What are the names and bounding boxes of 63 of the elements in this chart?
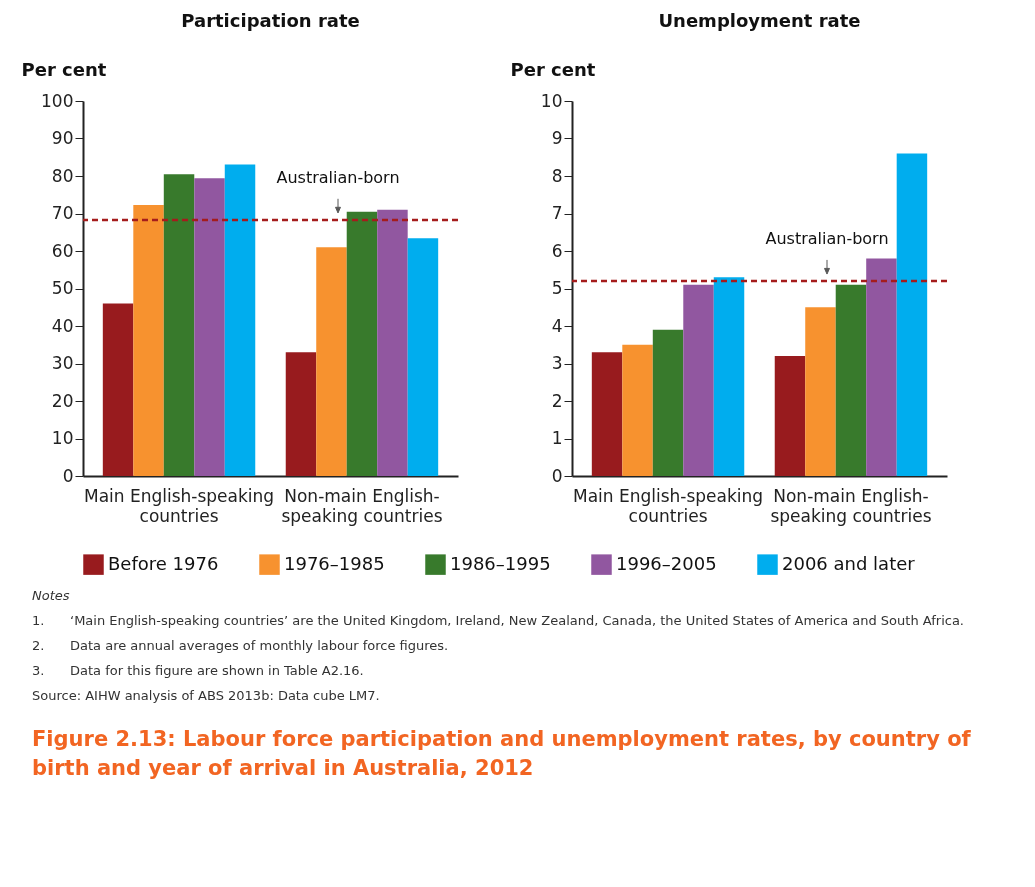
- y-tick-label: 10: [51, 428, 74, 448]
- y-axis-title: Per cent: [21, 58, 107, 80]
- y-tick-label: 50: [51, 278, 74, 298]
- y-tick-label: 100: [41, 90, 74, 111]
- y-tick-label: 6: [551, 240, 563, 261]
- y-tick-label: 5: [551, 278, 563, 298]
- ref-line-label: Australian-born: [276, 167, 400, 187]
- text: 3. Data for this figure are shown in Table A2.16.: [32, 663, 364, 678]
- y-tick-label: 90: [51, 128, 74, 148]
- chart-title: Unemployment rate: [658, 10, 861, 31]
- y-tick-label: 60: [51, 240, 74, 261]
- legend-label: 2006 and later: [782, 552, 916, 574]
- bar: [102, 303, 134, 476]
- x-tick-label: Main English-speaking countries: [83, 485, 275, 526]
- x-tick-label: Non-main English-speaking countries: [770, 485, 932, 526]
- legend-label: Before 1976: [108, 552, 219, 574]
- bar: [591, 352, 623, 476]
- x-tick-label: Main English-speaking countries: [572, 485, 764, 526]
- y-axis-title: Per cent: [510, 58, 596, 80]
- y-tick-label: 7: [551, 203, 563, 223]
- bar: [835, 284, 867, 476]
- bar: [194, 178, 225, 476]
- bar: [224, 164, 256, 476]
- x-tick-label: Non-main English-speaking countries: [281, 485, 443, 526]
- y-tick-label: 10: [540, 90, 563, 111]
- legend-label: 1986–1995: [450, 552, 551, 574]
- bar: [713, 277, 745, 476]
- bar: [163, 174, 195, 476]
- bar: [316, 247, 347, 476]
- bar: [346, 211, 378, 476]
- bar: [774, 356, 806, 476]
- text: 1. ‘Main English-speaking countries’ are the United Kingdom, Ireland, New Zealand, Canada, the United States of America and South Africa.: [32, 613, 964, 628]
- y-tick-label: 0: [62, 465, 74, 486]
- bar: [377, 209, 408, 476]
- y-tick-label: 9: [551, 128, 563, 148]
- ref-line-label: Australian-born: [765, 229, 889, 248]
- y-tick-label: 80: [51, 165, 74, 186]
- bar: [285, 352, 317, 476]
- y-tick-label: 2: [551, 390, 563, 411]
- bar: [652, 329, 684, 476]
- source-note: Source: AIHW analysis of ABS 2013b: Data cube LM7.: [32, 688, 381, 703]
- y-tick-label: 70: [51, 203, 74, 223]
- legend-label: 1976–1985: [284, 552, 385, 574]
- legend-label: 1996–2005: [616, 552, 717, 574]
- chart-title: Participation rate: [181, 10, 360, 31]
- bar: [407, 238, 439, 476]
- bar: [866, 258, 897, 476]
- y-tick-label: 1: [551, 428, 563, 448]
- bar: [622, 344, 653, 476]
- bar: [683, 284, 714, 476]
- y-tick-label: 3: [551, 353, 563, 373]
- caption: Figure 2.13: Labour force participation and unemployment rates, by country of birth and year of arrival in Australia, 2012: [32, 726, 972, 783]
- y-tick-label: 8: [551, 165, 563, 186]
- y-tick-label: 40: [51, 315, 74, 336]
- text: Notes: [32, 588, 71, 603]
- y-tick-label: 30: [51, 353, 74, 373]
- y-tick-label: 0: [551, 465, 563, 486]
- bar: [805, 307, 836, 476]
- y-tick-label: 4: [551, 315, 563, 336]
- y-tick-label: 20: [51, 390, 74, 411]
- text: 2. Data are annual averages of monthly labour force figures.: [32, 638, 449, 653]
- bar: [896, 153, 928, 476]
- bar: [133, 204, 164, 476]
